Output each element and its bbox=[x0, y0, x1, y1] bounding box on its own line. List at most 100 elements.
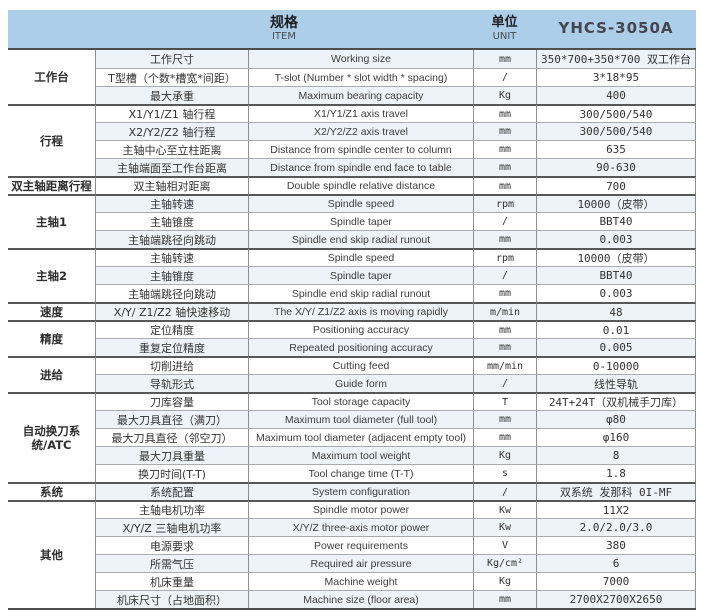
value-cell: 10000（皮带） bbox=[536, 248, 696, 266]
category-cell: 主轴1 bbox=[8, 194, 95, 248]
desc-cell: X2/Y2/Z2 axis travel bbox=[248, 122, 473, 140]
desc-cell: Working size bbox=[248, 50, 473, 68]
desc-cell: Required air pressure bbox=[248, 554, 473, 572]
desc-cell: Maximum tool weight bbox=[248, 446, 473, 464]
desc-cell: Machine size (floor area) bbox=[248, 590, 473, 608]
item-cell: 电源要求 bbox=[95, 536, 248, 554]
value-cell: 24T+24T（双机械手刀库） bbox=[536, 392, 696, 410]
value-cell: 0.01 bbox=[536, 320, 696, 338]
item-cell: 主轴端跳径向跳动 bbox=[95, 284, 248, 302]
unit-cell: mm bbox=[473, 410, 536, 428]
category-cell: 进给 bbox=[8, 356, 95, 392]
desc-cell: Spindle speed bbox=[248, 248, 473, 266]
item-cell: 主轴端面至工作台距离 bbox=[95, 158, 248, 176]
item-cell: 刀库容量 bbox=[95, 392, 248, 410]
desc-cell: Spindle motor power bbox=[248, 500, 473, 518]
unit-cell: mm bbox=[473, 104, 536, 122]
unit-cell: s bbox=[473, 464, 536, 482]
unit-cell: mm/min bbox=[473, 356, 536, 374]
unit-cell: mm bbox=[473, 140, 536, 158]
desc-cell: Maximum tool diameter (adjacent empty to… bbox=[248, 428, 473, 446]
unit-cell: / bbox=[473, 482, 536, 500]
item-cell: 主轴端跳径向跳动 bbox=[95, 230, 248, 248]
header-unit-en: UNIT bbox=[492, 30, 517, 42]
item-cell: 最大承重 bbox=[95, 86, 248, 104]
category-cell: 双主轴距离行程 bbox=[8, 176, 95, 194]
value-cell: 300/500/540 bbox=[536, 122, 696, 140]
unit-cell: / bbox=[473, 374, 536, 392]
value-cell: 0.005 bbox=[536, 338, 696, 356]
value-cell: 7000 bbox=[536, 572, 696, 590]
spec-sheet: 规格 ITEM 单位 UNIT YHCS-3050A 工作台 工作尺寸 Workin… bbox=[8, 10, 696, 610]
value-cell: 11X2 bbox=[536, 500, 696, 518]
table-header: 规格 ITEM 单位 UNIT YHCS-3050A bbox=[8, 10, 696, 48]
item-cell: 重复定位精度 bbox=[95, 338, 248, 356]
desc-cell: Cutting feed bbox=[248, 356, 473, 374]
unit-cell: mm bbox=[473, 158, 536, 176]
value-cell: 300/500/540 bbox=[536, 104, 696, 122]
category-cell: 系统 bbox=[8, 482, 95, 500]
unit-cell: Kg bbox=[473, 446, 536, 464]
spec-table-body: 工作台 工作尺寸 Working size mm 350*700+350*700 双工作… bbox=[8, 48, 696, 610]
value-cell: 48 bbox=[536, 302, 696, 320]
item-cell: 最大刀具直径（满刀） bbox=[95, 410, 248, 428]
unit-cell: Kw bbox=[473, 500, 536, 518]
value-cell: 10000（皮带） bbox=[536, 194, 696, 212]
desc-cell: Guide form bbox=[248, 374, 473, 392]
item-cell: 主轴锥度 bbox=[95, 266, 248, 284]
value-cell: 6 bbox=[536, 554, 696, 572]
value-cell: 700 bbox=[536, 176, 696, 194]
desc-cell: Spindle speed bbox=[248, 194, 473, 212]
desc-cell: Tool storage capacity bbox=[248, 392, 473, 410]
unit-cell: Kg/cm² bbox=[473, 554, 536, 572]
value-cell: 635 bbox=[536, 140, 696, 158]
desc-cell: Spindle taper bbox=[248, 212, 473, 230]
value-cell: BBT40 bbox=[536, 212, 696, 230]
desc-cell: Maximum bearing capacity bbox=[248, 86, 473, 104]
unit-cell: T bbox=[473, 392, 536, 410]
desc-cell: X/Y/Z three-axis motor power bbox=[248, 518, 473, 536]
value-cell: 双系统 发那科 0I-MF bbox=[536, 482, 696, 500]
desc-cell: Repeated positioning accuracy bbox=[248, 338, 473, 356]
category-cell: 行程 bbox=[8, 104, 95, 176]
item-cell: 工作尺寸 bbox=[95, 50, 248, 68]
value-cell: 3*18*95 bbox=[536, 68, 696, 86]
value-cell: 2.0/2.0/3.0 bbox=[536, 518, 696, 536]
desc-cell: Distance from spindle end face to table bbox=[248, 158, 473, 176]
category-cell: 精度 bbox=[8, 320, 95, 356]
item-cell: 主轴中心至立柱距离 bbox=[95, 140, 248, 158]
item-cell: T型槽（个数*槽宽*间距） bbox=[95, 68, 248, 86]
unit-cell: Kg bbox=[473, 572, 536, 590]
unit-cell: m/min bbox=[473, 302, 536, 320]
item-cell: 主轴转速 bbox=[95, 194, 248, 212]
category-cell: 其他 bbox=[8, 500, 95, 608]
desc-cell: T-slot (Number * slot width * spacing) bbox=[248, 68, 473, 86]
desc-cell: Spindle taper bbox=[248, 266, 473, 284]
item-cell: 机床尺寸（占地面积） bbox=[95, 590, 248, 608]
value-cell: 400 bbox=[536, 86, 696, 104]
item-cell: 最大刀具重量 bbox=[95, 446, 248, 464]
desc-cell: Power requirements bbox=[248, 536, 473, 554]
desc-cell: System configuration bbox=[248, 482, 473, 500]
category-cell: 速度 bbox=[8, 302, 95, 320]
unit-cell: Kg bbox=[473, 86, 536, 104]
unit-cell: / bbox=[473, 212, 536, 230]
item-cell: X/Y/ Z1/Z2 轴快速移动 bbox=[95, 302, 248, 320]
item-cell: X2/Y2/Z2 轴行程 bbox=[95, 122, 248, 140]
value-cell: 1.8 bbox=[536, 464, 696, 482]
unit-cell: mm bbox=[473, 338, 536, 356]
unit-cell: Kw bbox=[473, 518, 536, 536]
header-item-column: 规格 ITEM bbox=[95, 15, 473, 43]
item-cell: 主轴锥度 bbox=[95, 212, 248, 230]
header-unit-column: 单位 UNIT bbox=[473, 15, 536, 42]
category-cell: 自动换刀系统/ATC bbox=[8, 392, 95, 482]
item-cell: 系统配置 bbox=[95, 482, 248, 500]
unit-cell: mm bbox=[473, 230, 536, 248]
item-cell: 导轨形式 bbox=[95, 374, 248, 392]
desc-cell: Distance from spindle center to column bbox=[248, 140, 473, 158]
value-cell: 0.003 bbox=[536, 284, 696, 302]
unit-cell: rpm bbox=[473, 194, 536, 212]
header-model: YHCS-3050A bbox=[558, 19, 674, 38]
desc-cell: Tool change time (T-T) bbox=[248, 464, 473, 482]
value-cell: 350*700+350*700 双工作台 bbox=[536, 50, 696, 68]
